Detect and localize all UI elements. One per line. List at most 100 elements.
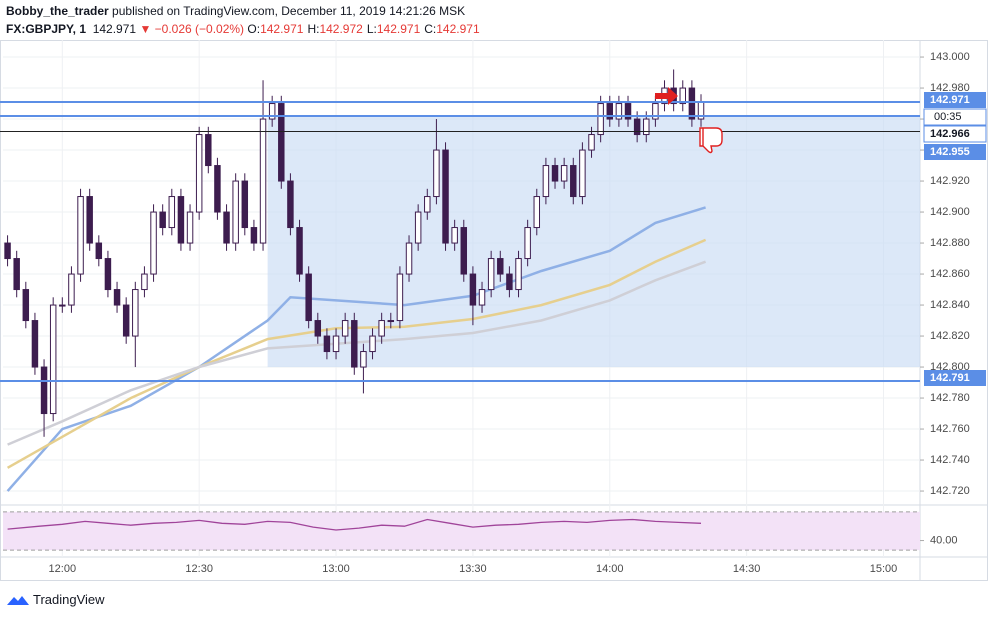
annotations <box>655 87 723 154</box>
price-label-box <box>924 92 986 108</box>
candle-body <box>223 211 230 244</box>
brand: TradingView <box>33 592 105 607</box>
candle-body <box>387 320 395 323</box>
chart: 12:00 12:30 13:00 13:30 14:00 14:30 15:00 142.7… <box>0 40 988 581</box>
candle-body <box>606 103 614 120</box>
x-tick-label: 15:00 <box>870 563 898 575</box>
candle-body <box>524 227 531 260</box>
x-tick-label: 12:30 <box>185 563 213 575</box>
x-tick-label: 12:00 <box>49 563 77 575</box>
candle-body <box>460 227 468 275</box>
candle-body <box>378 320 385 337</box>
y-tick-label: 142.720 <box>930 485 970 497</box>
candle-body <box>341 320 349 337</box>
candle-body <box>314 320 322 337</box>
candle-body <box>22 289 30 322</box>
candle-body <box>369 335 376 353</box>
ohlc-value: 142.972 <box>319 22 363 36</box>
logo-icon <box>7 595 29 605</box>
candle-body <box>150 211 157 275</box>
y-tick-label: 142.760 <box>930 423 970 435</box>
candle-body <box>451 227 458 244</box>
candle-body <box>688 87 696 120</box>
candle-body <box>433 149 440 198</box>
ohlc-key: O: <box>247 22 261 36</box>
candle-body <box>159 211 166 229</box>
candle-body <box>570 165 577 198</box>
thumbs-down <box>699 127 723 154</box>
candle-body <box>195 134 203 213</box>
candle-body <box>533 196 541 229</box>
candle-body <box>332 335 340 353</box>
candle-body <box>104 258 112 291</box>
candle-body <box>487 258 495 291</box>
candle-body <box>414 211 422 244</box>
y-tick-label: 142.980 <box>930 82 970 94</box>
ohlc-key: H: <box>307 22 320 36</box>
rsi-line <box>7 518 702 531</box>
ohlc-key: L: <box>366 22 377 36</box>
red-arrow <box>655 87 678 105</box>
y-tick-label: 142.900 <box>930 206 970 218</box>
symbol: FX:GBPJPY, 1 <box>6 22 87 36</box>
ohlc: O:142.971 H:142.972 L:142.971 C:142.971 <box>247 22 483 36</box>
ohlc-key: C: <box>424 22 437 36</box>
y-tick-label: 142.920 <box>930 175 970 187</box>
candle-body <box>551 165 559 182</box>
candle-body <box>268 103 276 120</box>
countdown: 00:35 <box>934 111 962 123</box>
candle-body <box>40 366 48 415</box>
rsi-band <box>3 511 920 551</box>
candle-body <box>633 118 641 136</box>
candle-body <box>95 242 103 260</box>
price-label: 142.955 <box>930 146 970 158</box>
y-tick-label: 142.880 <box>930 237 970 249</box>
candle-body <box>597 103 604 136</box>
candle-body <box>113 289 121 306</box>
candle-body <box>205 134 212 167</box>
ohlc-value: 142.971 <box>436 22 480 36</box>
candle-body <box>4 242 11 260</box>
change: ▼ −0.026 (−0.02%) <box>139 22 245 36</box>
candle-body <box>168 196 176 229</box>
price-label: 142.971 <box>930 94 970 106</box>
ohlc-value: 142.971 <box>260 22 304 36</box>
candle-body <box>77 196 84 275</box>
y-tick-label: 142.820 <box>930 330 970 342</box>
footer: TradingView <box>6 592 105 607</box>
candle-body <box>588 134 595 151</box>
y-tick-label: 142.800 <box>930 361 970 373</box>
candle-body <box>122 304 130 337</box>
x-tick-label: 13:00 <box>322 563 350 575</box>
y-tick-label: 142.740 <box>930 454 970 466</box>
candle-body <box>305 273 312 322</box>
x-tick-label: 13:30 <box>459 563 487 575</box>
candle-body <box>624 103 632 120</box>
candle-body <box>31 320 39 368</box>
last-price: 142.971 <box>92 22 137 36</box>
candle-body <box>497 258 504 275</box>
price-label-box <box>924 144 986 160</box>
ohlc-value: 142.971 <box>376 22 421 36</box>
candle-body <box>59 304 66 307</box>
candle-body <box>652 103 659 120</box>
candle-body <box>405 242 413 275</box>
x-tick-label: 14:30 <box>733 563 761 575</box>
candle-body <box>278 103 285 182</box>
candle-body <box>132 289 139 337</box>
candle-body <box>186 211 194 244</box>
candle-body <box>560 165 568 182</box>
countdown-box <box>923 108 987 126</box>
y-tick-label: 142.780 <box>930 392 970 404</box>
candle-body <box>579 149 586 198</box>
author: Bobby_the_trader <box>6 4 109 18</box>
candle-body <box>360 351 367 368</box>
candle-body <box>424 196 431 213</box>
candle-body <box>177 196 185 244</box>
y-tick-label: 142.840 <box>930 299 970 311</box>
publish-info: published on TradingView.com, December 1… <box>112 4 466 18</box>
candle-body <box>469 273 477 306</box>
candle-body <box>13 258 20 291</box>
candle-body <box>478 289 486 306</box>
price-label: 142.791 <box>930 372 970 384</box>
